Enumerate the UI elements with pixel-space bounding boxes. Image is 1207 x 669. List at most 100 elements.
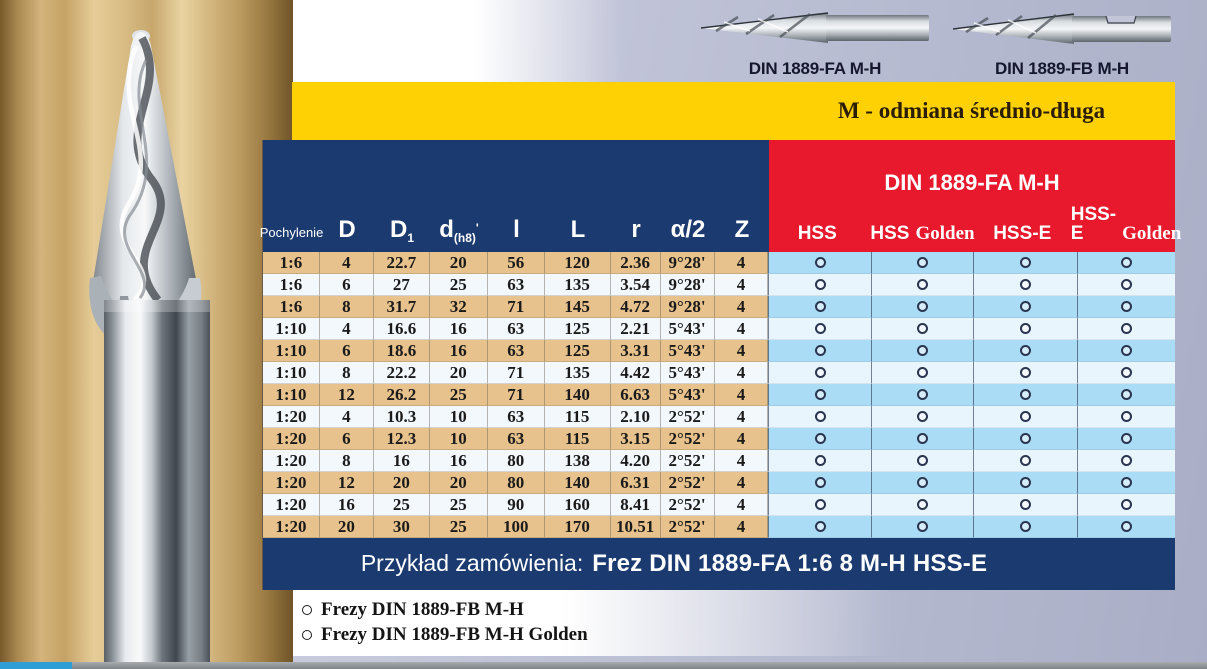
availability-cell: [973, 494, 1078, 516]
dimension-cell: 2°52': [660, 428, 715, 450]
availability-ring-icon: [814, 345, 826, 356]
availability-cell: [1077, 472, 1175, 494]
availability-cell: [973, 406, 1078, 428]
availability-cell: [768, 384, 872, 406]
dimension-cell: 4: [714, 362, 769, 384]
dimension-cell: 170: [544, 516, 611, 538]
dimension-cell: 3.31: [610, 340, 661, 362]
availability-ring-icon: [917, 257, 929, 268]
dimension-cell: 10.3: [373, 406, 430, 428]
dimension-cell: 25: [429, 384, 488, 406]
availability-ring-icon: [1121, 279, 1133, 290]
col-header-pochylenie: Pochylenie: [259, 225, 324, 240]
dimension-cell: 140: [544, 384, 611, 406]
availability-ring-icon: [814, 499, 826, 510]
availability-ring-icon: [814, 389, 826, 400]
availability-cell: [1077, 494, 1175, 516]
availability-ring-icon: [1121, 411, 1133, 422]
dimension-cell: 100: [487, 516, 545, 538]
dimension-cell: 90: [487, 494, 545, 516]
availability-cell: [871, 494, 974, 516]
dimension-cell: 5°43': [660, 318, 715, 340]
bottom-strip-blue: [0, 662, 72, 669]
availability-cell: [973, 516, 1078, 538]
dimension-cell: 1:10: [263, 384, 320, 406]
dimension-cell: 1:20: [263, 406, 320, 428]
dimension-cell: 2°52': [660, 450, 715, 472]
availability-cell: [871, 472, 974, 494]
availability-ring-icon: [1121, 499, 1133, 510]
dimension-cell: 145: [544, 296, 611, 318]
footer-white-card: [293, 590, 893, 656]
bottom-strip-gray: [72, 662, 1207, 669]
availability-cell: [973, 340, 1078, 362]
dimension-cell: 63: [487, 318, 545, 340]
availability-ring-icon: [1121, 345, 1133, 356]
variant-banner-text: M - odmiana średnio-długa: [837, 98, 1106, 123]
dimension-cell: 1:10: [263, 362, 320, 384]
dimension-cell: 6.63: [610, 384, 661, 406]
table-row: 1:20 6 12.3 10 63 115 3.15 2°52' 4: [263, 428, 1175, 450]
dimension-cell: 4.72: [610, 296, 661, 318]
availability-ring-icon: [917, 279, 929, 290]
dimension-cell: 115: [544, 428, 611, 450]
variant-banner: M - odmiana średnio-długa: [292, 82, 1175, 140]
dimension-cell: 25: [429, 274, 488, 296]
availability-ring-icon: [1020, 521, 1032, 532]
availability-ring-icon: [1020, 455, 1032, 466]
col-header-D: D: [338, 216, 356, 243]
tool-label-fa: DIN 1889-FA M-H: [748, 59, 882, 78]
availability-cell: [973, 362, 1078, 384]
availability-ring-icon: [1020, 389, 1032, 400]
col-header-r: r: [631, 216, 641, 243]
dimension-cell: 5°43': [660, 362, 715, 384]
availability-ring-icon: [1020, 433, 1032, 444]
availability-ring-icon: [917, 323, 929, 334]
dimension-cell: 26.2: [373, 384, 430, 406]
dimension-cell: 16: [429, 318, 488, 340]
dimension-cell: 4: [714, 340, 769, 362]
bullet-ring-icon: [302, 629, 312, 640]
availability-cell: [871, 340, 974, 362]
availability-ring-icon: [1020, 301, 1032, 312]
dimension-cell: 1:10: [263, 340, 320, 362]
dimension-cell: 9°28': [660, 296, 715, 318]
dimension-cell: 1:10: [263, 318, 320, 340]
dimension-cell: 2.21: [610, 318, 661, 340]
dimension-cell: 125: [544, 318, 611, 340]
col-header-hsse-golden: HSS-E Golden: [1070, 204, 1182, 244]
col-header-l: l: [513, 216, 520, 243]
availability-ring-icon: [1121, 521, 1133, 532]
availability-ring-icon: [917, 499, 929, 510]
availability-ring-icon: [1121, 389, 1133, 400]
product-photo-panel: [0, 0, 293, 662]
availability-ring-icon: [1020, 411, 1032, 422]
dimension-cell: 4: [714, 252, 769, 274]
taper-mill-fa-icon: [700, 12, 929, 43]
availability-ring-icon: [814, 279, 826, 290]
tool-figure-fa: DIN 1889-FA M-H: [698, 8, 932, 79]
dimension-cell: 5°43': [660, 340, 715, 362]
dimension-cell: 3.15: [610, 428, 661, 450]
dimension-cell: 2°52': [660, 494, 715, 516]
availability-ring-icon: [1121, 301, 1133, 312]
dimension-cell: 135: [544, 362, 611, 384]
table-row: 1:20 20 30 25 100 170 10.51 2°52' 4: [263, 516, 1175, 538]
availability-cell: [1077, 450, 1175, 472]
availability-cell: [871, 296, 974, 318]
availability-ring-icon: [814, 477, 826, 488]
availability-ring-icon: [917, 367, 929, 378]
availability-ring-icon: [814, 323, 826, 334]
order-example-bar: Przykład zamówienia: Frez DIN 1889-FA 1:…: [263, 538, 1175, 590]
table-row: 1:10 8 22.2 20 71 135 4.42 5°43' 4: [263, 362, 1175, 384]
dimension-cell: 25: [429, 494, 488, 516]
dimension-cell: 4: [714, 516, 769, 538]
dimension-cell: 20: [429, 362, 488, 384]
availability-cell: [1077, 340, 1175, 362]
availability-ring-icon: [1020, 499, 1032, 510]
availability-ring-icon: [814, 455, 826, 466]
dimension-cell: 31.7: [373, 296, 430, 318]
dimension-cell: 63: [487, 274, 545, 296]
table-row: 1:20 8 16 16 80 138 4.20 2°52' 4: [263, 450, 1175, 472]
availability-ring-icon: [917, 433, 929, 444]
